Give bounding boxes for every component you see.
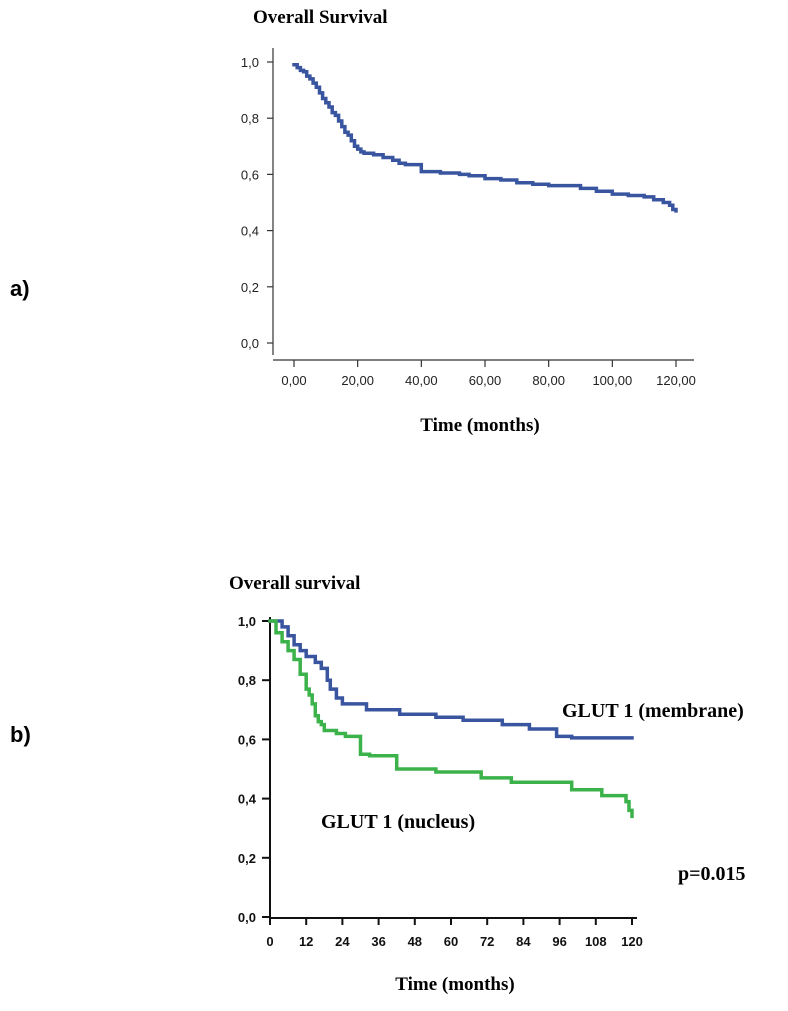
panel-a-series — [292, 63, 678, 213]
panel-b-y-tick-label: 1,0 — [238, 614, 256, 629]
panel-b-y-ticks: 0,0 0,2 0,4 0,6 0,8 1,0 — [238, 614, 270, 925]
legend-nucleus-label: GLUT 1 (nucleus) — [321, 811, 475, 833]
panel-a-y-tick-label: 0,6 — [241, 167, 259, 182]
panel-a-y-tick-label: 0,8 — [241, 111, 259, 126]
panel-b-x-tick-label: 84 — [516, 934, 531, 949]
panel-a-title: Overall Survival — [253, 7, 388, 28]
legend-membrane-label: GLUT 1 (membrane) — [562, 700, 744, 722]
panel-b-x-tick-label: 108 — [585, 934, 607, 949]
panel-b-x-tick-label: 0 — [266, 934, 273, 949]
panel-a-x-label: Time (months) — [420, 415, 539, 436]
panel-b-y-tick-label: 0,6 — [238, 732, 256, 747]
panel-b-x-tick-label: 72 — [480, 934, 494, 949]
panel-a-x-ticks: 0,00 20,00 40,00 60,00 80,00 100,00 120,00 — [281, 360, 696, 388]
panel-b-x-label: Time (months) — [395, 974, 514, 995]
panel-a-x-tick-label: 100,00 — [592, 373, 632, 388]
panel-b-x-tick-label: 48 — [408, 934, 422, 949]
panel-a-x-tick-label: 20,00 — [341, 373, 374, 388]
panel-b-x-tick-label: 24 — [335, 934, 350, 949]
panel-a-x-tick-label: 80,00 — [532, 373, 565, 388]
panel-a-y-tick-label: 0,0 — [241, 336, 259, 351]
panel-a-y-ticks: 0,0 0,2 0,4 0,6 0,8 1,0 — [241, 55, 273, 351]
panel-b-label: b) — [10, 722, 31, 747]
panel-b-x-ticks: 0 12 24 36 48 60 72 84 96 108 120 — [266, 918, 643, 949]
panel-a-y-tick-label: 0,4 — [241, 224, 259, 239]
panel-b-x-tick-label: 120 — [621, 934, 643, 949]
panel-b-x-tick-label: 36 — [371, 934, 385, 949]
panel-b-axes — [269, 617, 637, 919]
panel-b-series-membrane-line — [268, 619, 634, 740]
panel-b-series-nucleus-line — [268, 619, 634, 819]
panel-b-y-tick-label: 0,4 — [238, 792, 257, 807]
panel-b-y-tick-label: 0,2 — [238, 851, 256, 866]
panel-a-x-tick-label: 120,00 — [656, 373, 696, 388]
panel-a-y-tick-label: 0,2 — [241, 280, 259, 295]
panel-a-axes — [272, 48, 694, 361]
panel-a-series-survival-line — [292, 63, 678, 213]
panel-a-x-tick-label: 60,00 — [469, 373, 502, 388]
panel-b-x-tick-label: 12 — [299, 934, 313, 949]
panel-b-y-tick-label: 0,8 — [238, 673, 256, 688]
panel-a-y-tick-label: 1,0 — [241, 55, 259, 70]
panel-a-x-tick-label: 0,00 — [281, 373, 306, 388]
panel-b-y-tick-label: 0,0 — [238, 910, 256, 925]
panel-b-series — [268, 619, 634, 819]
panel-b-x-tick-label: 60 — [444, 934, 458, 949]
panel-a-x-tick-label: 40,00 — [405, 373, 438, 388]
p-value-annotation: p=0.015 — [678, 863, 746, 885]
panel-a-label: a) — [10, 276, 30, 301]
panel-b-x-tick-label: 96 — [552, 934, 566, 949]
panel-b-title: Overall survival — [229, 573, 360, 594]
